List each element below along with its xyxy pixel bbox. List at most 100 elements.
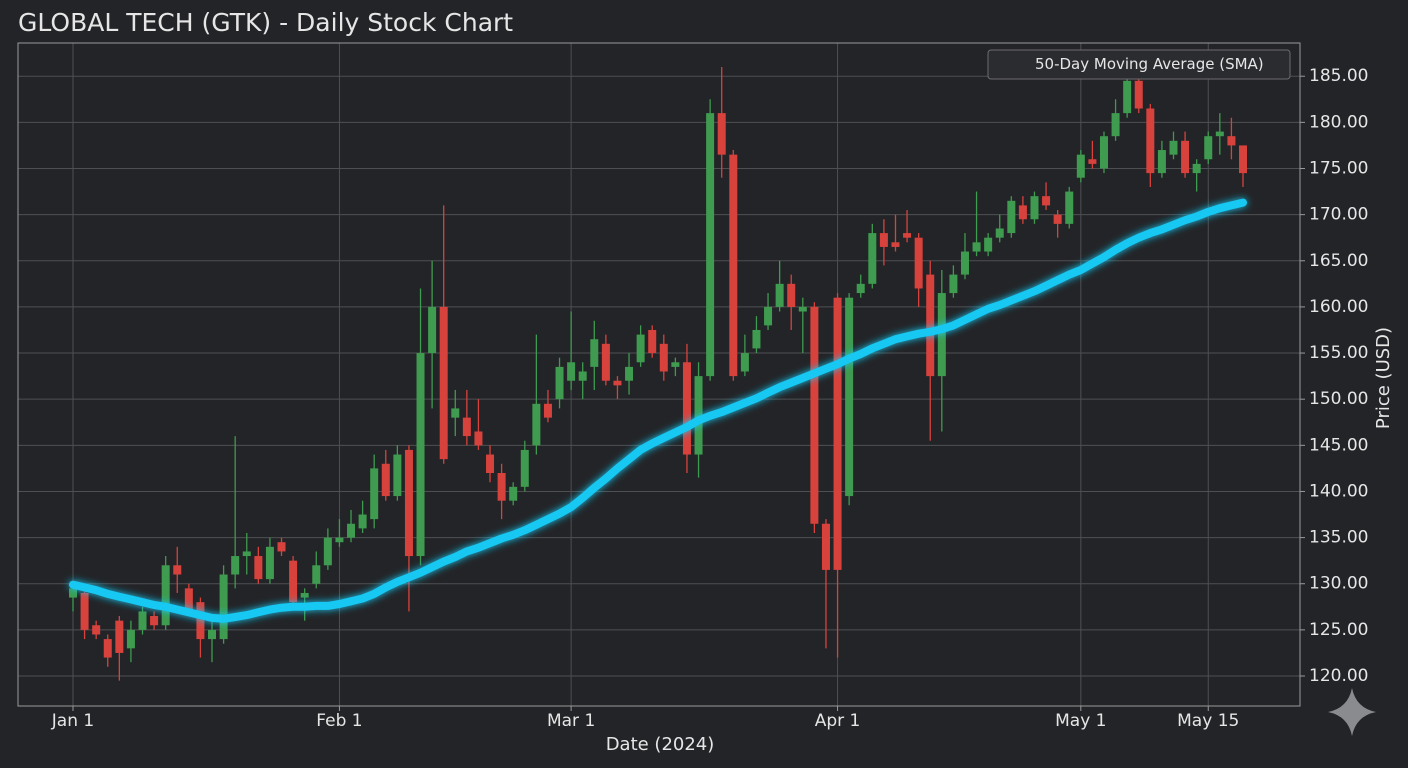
- y-tick-label: 175.00: [1309, 158, 1368, 178]
- candle-body: [277, 542, 286, 552]
- candle-body: [1111, 113, 1120, 137]
- candle-body: [1204, 136, 1213, 160]
- y-tick-label: 170.00: [1309, 205, 1368, 225]
- candle-body: [717, 113, 726, 155]
- candle-body: [208, 629, 217, 640]
- candle-body: [891, 242, 900, 247]
- candle-body: [613, 380, 622, 386]
- candle-body: [764, 306, 773, 326]
- candle-body: [543, 403, 552, 418]
- legend-box: [987, 49, 1291, 80]
- candle-body: [590, 339, 599, 367]
- y-tick-label: 160.00: [1309, 297, 1368, 317]
- candle-body: [567, 362, 576, 381]
- candle-body: [1076, 154, 1085, 178]
- candle-body: [752, 329, 761, 349]
- candle-body: [1157, 150, 1166, 174]
- candle-body: [833, 297, 842, 570]
- candle-body: [903, 233, 912, 238]
- sma-line: [69, 198, 1247, 623]
- candle-body: [914, 237, 923, 289]
- candle-body: [451, 408, 460, 418]
- legend-label: 50-Day Moving Average (SMA): [1035, 55, 1264, 73]
- candle-body: [868, 233, 877, 284]
- candle-body: [648, 329, 657, 354]
- candle-body: [103, 639, 112, 658]
- x-tick-label: May 1: [1055, 711, 1106, 731]
- candle-body: [428, 306, 437, 354]
- candle-body: [1215, 131, 1224, 137]
- x-tick-label: Feb 1: [316, 711, 362, 731]
- candle-body: [312, 565, 321, 584]
- y-tick-label: 130.00: [1309, 574, 1368, 594]
- candle-body: [416, 353, 425, 557]
- candle-body: [972, 242, 981, 252]
- candle-body: [578, 371, 587, 381]
- candle-body: [706, 113, 715, 377]
- candle-body: [439, 306, 448, 460]
- candle-body: [335, 537, 344, 543]
- candle-body: [787, 283, 796, 307]
- candle-body: [486, 454, 495, 474]
- candle-body: [347, 523, 356, 538]
- candle-body: [300, 592, 309, 598]
- candle-body: [115, 620, 124, 653]
- candle-body: [254, 556, 263, 580]
- candle-body: [1018, 205, 1027, 220]
- candle-body: [196, 602, 205, 640]
- candle-body: [926, 274, 935, 377]
- candle-body: [520, 449, 529, 487]
- candle-body: [1053, 214, 1062, 224]
- candle-body: [1030, 196, 1039, 220]
- candle-body: [92, 625, 101, 635]
- candle-body: [1088, 159, 1097, 164]
- candle-body: [1007, 200, 1016, 234]
- plot-frame: [17, 42, 1301, 707]
- candle-body: [798, 306, 807, 312]
- candle-body: [659, 343, 668, 372]
- candle-body: [1192, 163, 1201, 174]
- candle-body: [949, 274, 958, 294]
- candle-body: [138, 611, 147, 630]
- candle-body: [775, 283, 784, 307]
- candle-body: [219, 574, 228, 640]
- candle-body: [1169, 140, 1178, 155]
- candle-body: [173, 565, 182, 575]
- watermark-icon: [1328, 688, 1376, 736]
- candle-body: [601, 343, 610, 381]
- candle-body: [636, 334, 645, 363]
- candle-body: [856, 283, 865, 294]
- candle-body: [184, 588, 193, 612]
- y-tick-label: 155.00: [1309, 343, 1368, 363]
- candle-body: [740, 353, 749, 372]
- y-tick-label: 180.00: [1309, 112, 1368, 132]
- x-tick-label: Mar 1: [547, 711, 595, 731]
- x-tick-label: May 15: [1177, 711, 1239, 731]
- candle-body: [984, 237, 993, 252]
- chart-title: GLOBAL TECH (GTK) - Daily Stock Chart: [18, 8, 513, 37]
- candle-body: [323, 537, 332, 566]
- x-tick-label: Jan 1: [51, 711, 94, 731]
- candle-body: [682, 362, 691, 455]
- candle-body: [265, 546, 274, 580]
- candle-body: [462, 417, 471, 437]
- candle-body: [150, 616, 159, 626]
- candle-body: [1065, 191, 1074, 224]
- candle-body: [845, 297, 854, 497]
- candle-body: [960, 251, 969, 275]
- candle-body: [671, 362, 680, 367]
- y-axis-label: Price (USD): [1373, 327, 1394, 429]
- candle-body: [497, 473, 506, 501]
- candle-body: [1146, 108, 1155, 174]
- candle-body: [474, 431, 483, 446]
- y-tick-label: 185.00: [1309, 66, 1368, 86]
- candle-body: [126, 629, 135, 649]
- candle-body: [729, 154, 738, 377]
- y-tick-label: 145.00: [1309, 435, 1368, 455]
- candle-body: [404, 449, 413, 557]
- candle-body: [289, 560, 298, 603]
- candle-body: [937, 293, 946, 377]
- candle-body: [242, 551, 251, 557]
